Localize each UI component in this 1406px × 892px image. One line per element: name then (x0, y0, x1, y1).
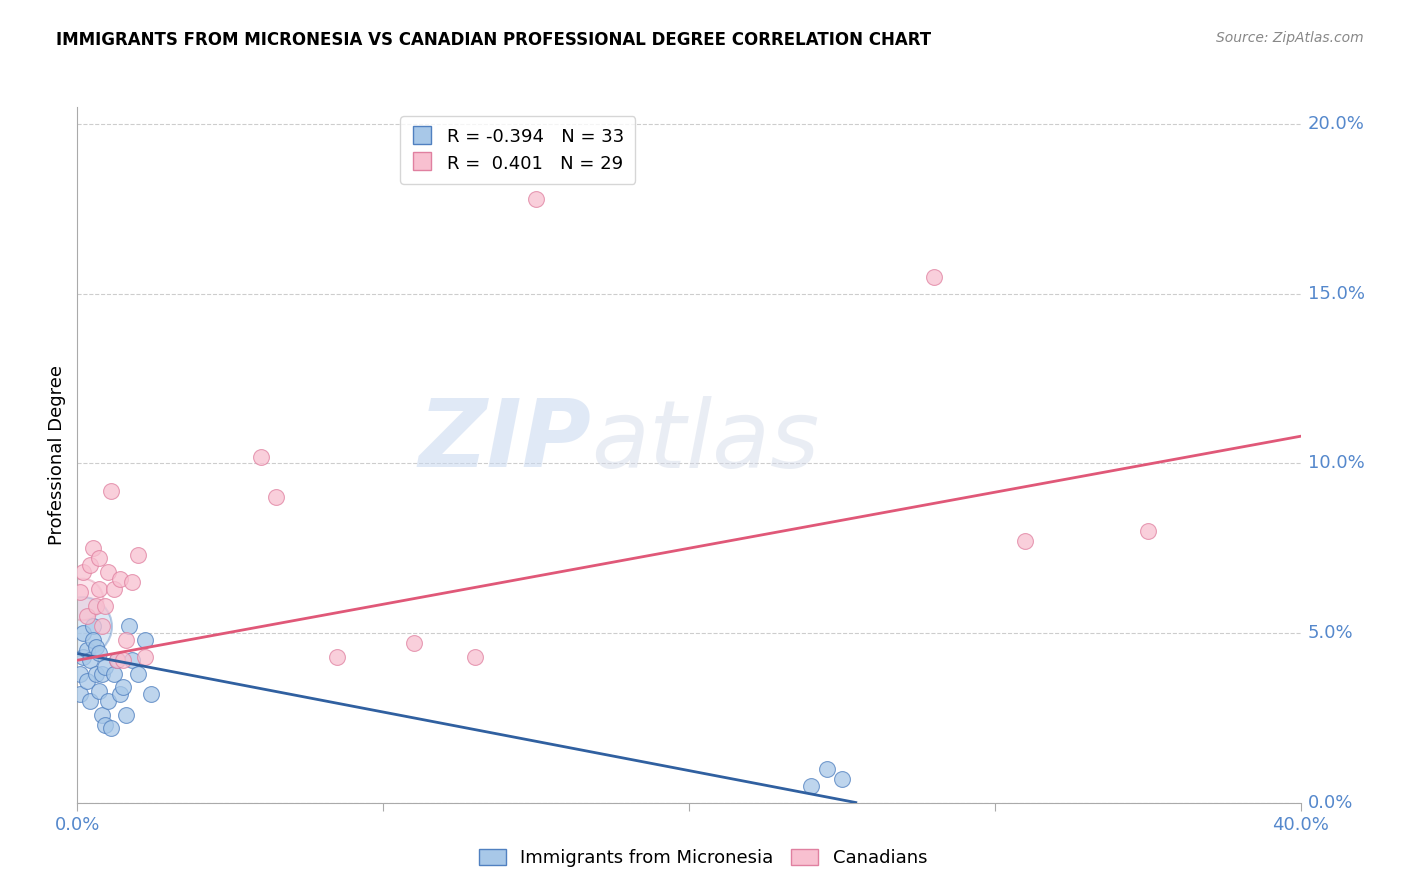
Point (84, 640, 107, 654)
Point (79, 558, 101, 573)
Text: 15.0%: 15.0% (1308, 285, 1365, 302)
Text: atlas: atlas (591, 395, 820, 486)
Point (79, 694, 101, 708)
Point (105, 653, 128, 667)
Point (87, 647, 110, 661)
Point (100, 721, 122, 735)
Point (87, 683, 110, 698)
Text: IMMIGRANTS FROM MICRONESIA VS CANADIAN PROFESSIONAL DEGREE CORRELATION CHART: IMMIGRANTS FROM MICRONESIA VS CANADIAN P… (56, 31, 931, 49)
Point (72, 565, 94, 579)
Point (76, 673, 98, 688)
Point (139, 687, 162, 701)
Point (108, 687, 131, 701)
Point (100, 483, 122, 498)
Point (82, 632, 104, 647)
Point (922, 269, 945, 284)
Point (1014, 534, 1036, 549)
Point (97, 565, 120, 579)
Text: 5.0%: 5.0% (1308, 624, 1353, 642)
Point (108, 572, 131, 586)
Point (112, 653, 135, 667)
Text: 20.0%: 20.0% (1308, 115, 1364, 133)
Point (103, 582, 125, 596)
Point (97, 694, 120, 708)
Point (402, 636, 425, 650)
Point (134, 632, 156, 647)
Point (76, 609, 98, 624)
Point (115, 707, 138, 722)
Legend: R = -0.394   N = 33, R =  0.401   N = 29: R = -0.394 N = 33, R = 0.401 N = 29 (401, 116, 636, 184)
Point (115, 632, 138, 647)
Point (90, 619, 112, 633)
Point (87, 551, 110, 566)
Point (831, 772, 853, 786)
Point (90, 707, 112, 722)
Point (105, 653, 128, 667)
Point (112, 681, 135, 695)
Point (127, 666, 149, 681)
Point (79, 653, 101, 667)
Legend: Immigrants from Micronesia, Canadians: Immigrants from Micronesia, Canadians (471, 841, 935, 874)
Point (72, 649, 94, 664)
Point (134, 649, 156, 664)
Point (84, 666, 107, 681)
Point (82, 541, 104, 556)
Point (69, 687, 91, 701)
Point (70, 619, 93, 633)
Point (84, 599, 107, 613)
Point (94, 599, 117, 613)
Point (121, 575, 143, 590)
Point (82, 619, 104, 633)
Text: 10.0%: 10.0% (1308, 454, 1364, 473)
Point (264, 491, 287, 505)
Point (250, 450, 273, 464)
Point (90, 666, 112, 681)
Point (121, 653, 143, 667)
Point (94, 660, 117, 674)
Point (70, 592, 93, 607)
Point (127, 548, 149, 562)
Point (72, 626, 94, 640)
Text: ZIP: ZIP (418, 395, 591, 487)
Point (815, 762, 838, 776)
Point (76, 643, 98, 657)
Text: Source: ZipAtlas.com: Source: ZipAtlas.com (1216, 31, 1364, 45)
Point (69, 666, 91, 681)
Point (94, 717, 117, 731)
Point (103, 666, 125, 681)
Point (464, 649, 486, 664)
Point (1136, 524, 1159, 539)
Point (69, 585, 91, 599)
Point (87, 582, 110, 596)
Point (524, 192, 547, 206)
Point (326, 649, 349, 664)
Point (118, 619, 141, 633)
Point (800, 779, 823, 793)
Y-axis label: Professional Degree: Professional Degree (48, 365, 66, 545)
Text: 0.0%: 0.0% (1308, 794, 1353, 812)
